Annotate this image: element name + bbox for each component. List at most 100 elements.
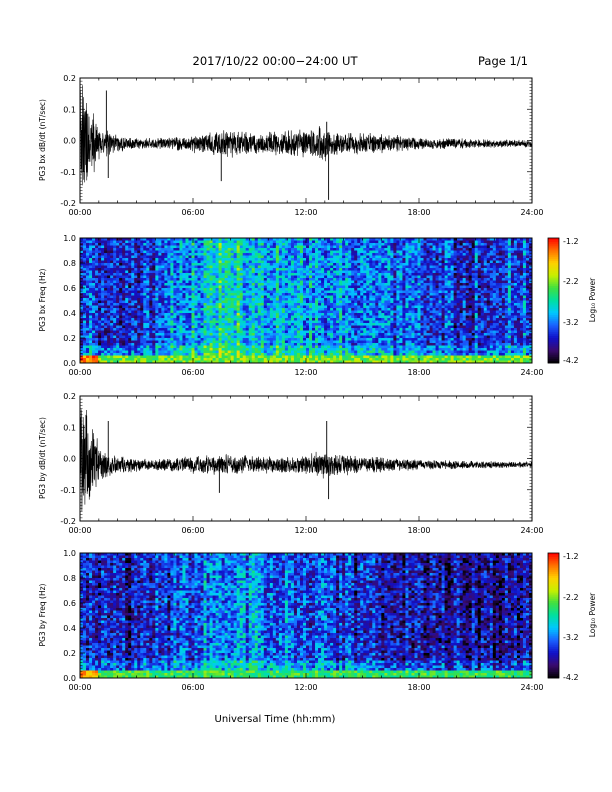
heatmap-cell <box>203 263 207 266</box>
heatmap-cell <box>248 303 253 306</box>
heatmap-cell <box>137 318 141 321</box>
heatmap-cell <box>278 310 283 314</box>
x-tick-label: 00:00 <box>68 208 91 217</box>
heatmap-cell <box>98 290 102 294</box>
heatmap-cell <box>239 335 244 339</box>
heatmap-cell <box>290 303 295 306</box>
heatmap-cell <box>309 290 313 294</box>
heatmap-cell <box>149 318 153 321</box>
heatmap-cell <box>318 238 322 241</box>
heatmap-cell <box>266 318 271 321</box>
heatmap-cell <box>348 263 352 266</box>
heatmap-cell <box>95 270 99 274</box>
heatmap-cell <box>290 345 295 349</box>
heatmap-cell <box>215 303 220 306</box>
heatmap-cell <box>348 340 352 344</box>
heatmap-cell <box>83 348 87 351</box>
heatmap-cell <box>200 268 204 271</box>
heatmap-cell <box>125 298 129 301</box>
heatmap-cell <box>113 243 117 246</box>
heatmap-cell <box>236 293 241 296</box>
heatmap-cell <box>330 303 334 306</box>
heatmap-cell <box>224 325 229 329</box>
heatmap-cell <box>116 253 120 256</box>
heatmap-cell <box>345 273 349 276</box>
heatmap-cell <box>354 360 358 364</box>
heatmap-cell <box>309 288 313 291</box>
heatmap-cell <box>164 295 168 299</box>
heatmap-cell <box>342 343 346 346</box>
heatmap-cell <box>107 330 111 334</box>
heatmap-cell <box>95 258 99 261</box>
heatmap-cell <box>357 288 361 291</box>
heatmap-cell <box>206 345 210 349</box>
heatmap-cell <box>348 313 352 316</box>
heatmap-cell <box>203 258 207 261</box>
heatmap-cell <box>158 253 162 256</box>
heatmap-cell <box>83 300 87 304</box>
heatmap-cell <box>137 353 141 356</box>
heatmap-cell <box>143 330 147 334</box>
heatmap-cell <box>327 348 331 351</box>
heatmap-cell <box>336 303 340 306</box>
heatmap-cell <box>290 343 295 346</box>
heatmap-cell <box>92 293 96 296</box>
heatmap-cell <box>104 323 108 326</box>
heatmap-cell <box>324 258 328 261</box>
heatmap-cell <box>245 250 250 254</box>
heatmap-cell <box>215 315 220 319</box>
heatmap-cell <box>269 260 274 264</box>
heatmap-cell <box>155 340 159 344</box>
heatmap-cell <box>179 240 183 244</box>
heatmap-cell <box>125 248 129 251</box>
heatmap-cell <box>92 348 96 351</box>
heatmap-cell <box>263 260 268 264</box>
heatmap-cell <box>321 288 325 291</box>
heatmap-cell <box>128 288 132 291</box>
heatmap-cell <box>143 248 147 251</box>
heatmap-cell <box>116 285 120 289</box>
heatmap-cell <box>131 285 135 289</box>
heatmap-cell <box>236 255 241 259</box>
heatmap-cell <box>212 358 216 361</box>
heatmap-cell <box>315 335 319 339</box>
heatmap-cell <box>215 285 220 289</box>
heatmap-cell <box>194 270 198 274</box>
x-tick-label: 18:00 <box>407 208 430 217</box>
heatmap-cell <box>197 338 201 341</box>
heatmap-cell <box>315 343 319 346</box>
heatmap-cell <box>197 355 201 359</box>
heatmap-cell <box>257 313 262 316</box>
heatmap-cell <box>80 253 84 256</box>
heatmap-cell <box>348 270 352 274</box>
heatmap-cell <box>194 353 198 356</box>
heatmap-cell <box>245 270 250 274</box>
heatmap-cell <box>230 275 235 279</box>
heatmap-cell <box>101 248 105 251</box>
heatmap-cell <box>161 305 165 309</box>
heatmap-cell <box>333 335 337 339</box>
heatmap-cell <box>128 323 132 326</box>
heatmap-cell <box>281 280 286 284</box>
heatmap-cell <box>233 243 238 246</box>
heatmap-cell <box>89 338 93 341</box>
heatmap-cell <box>218 295 223 299</box>
heatmap-cell <box>278 268 283 271</box>
heatmap-cell <box>318 260 322 264</box>
heatmap-cell <box>312 273 316 276</box>
heatmap-cell <box>209 305 213 309</box>
heatmap-cell <box>122 320 126 324</box>
heatmap-cell <box>306 325 310 329</box>
heatmap-cell <box>185 335 189 339</box>
heatmap-cell <box>245 333 250 336</box>
heatmap-cell <box>200 328 204 331</box>
heatmap-cell <box>245 355 250 359</box>
heatmap-cell <box>113 315 117 319</box>
heatmap-cell <box>330 360 334 364</box>
heatmap-cell <box>306 253 310 256</box>
heatmap-cell <box>242 318 247 321</box>
heatmap-cell <box>197 258 201 261</box>
heatmap-cell <box>272 253 277 256</box>
heatmap-cell <box>167 353 171 356</box>
heatmap-cell <box>290 308 295 311</box>
